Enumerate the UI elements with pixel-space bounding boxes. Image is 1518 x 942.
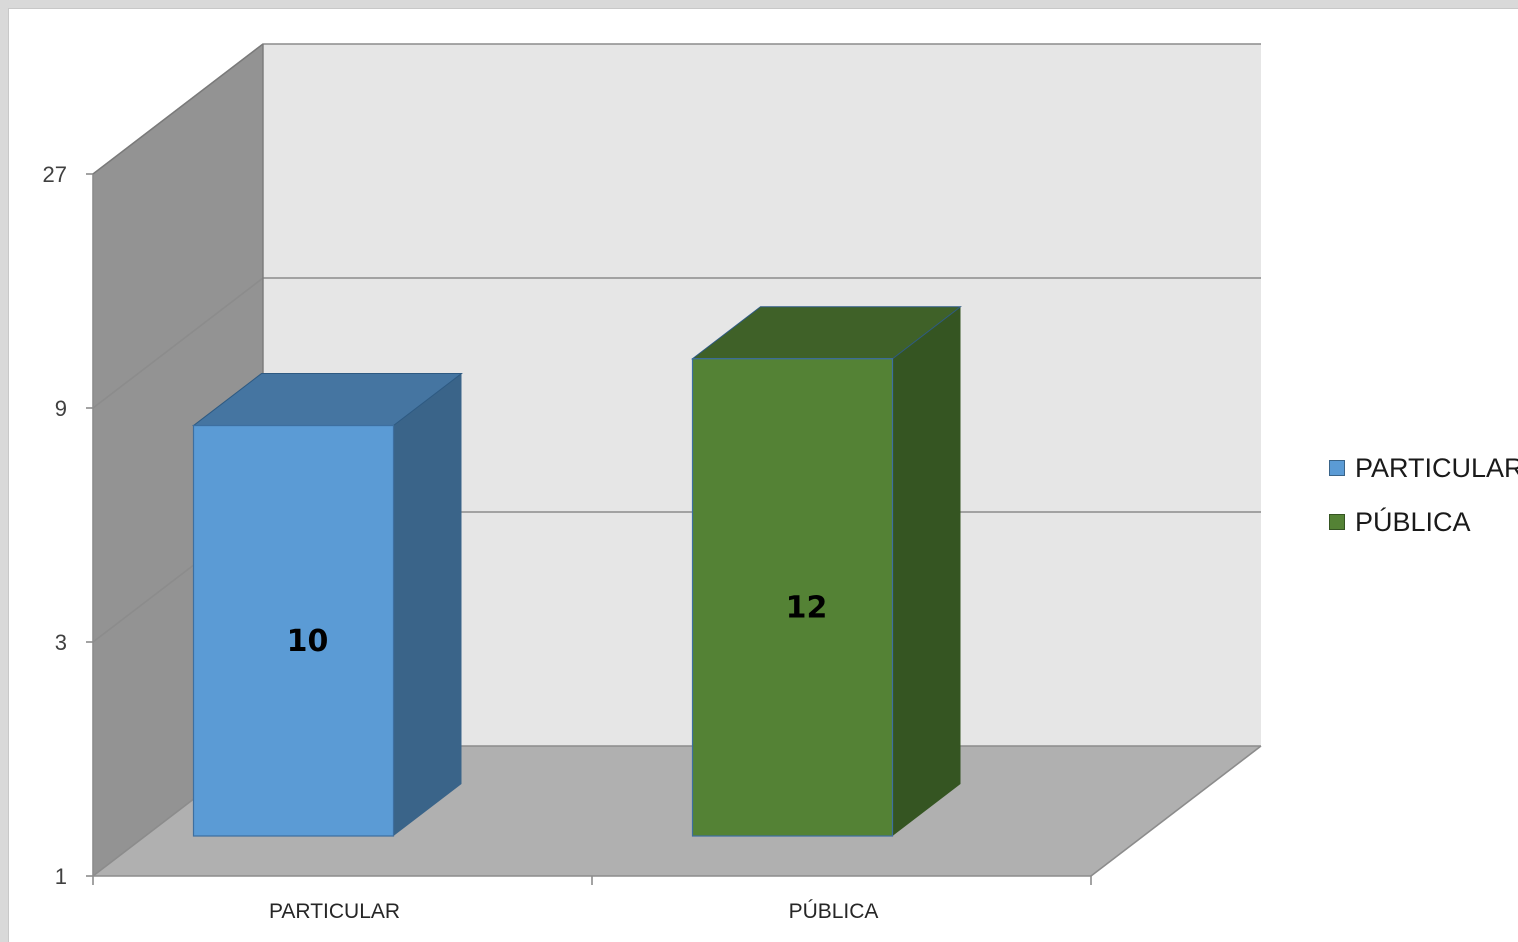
bars: 10 12 (192, 306, 962, 837)
data-label: 12 (786, 590, 828, 625)
bar-side (892, 306, 961, 837)
legend-swatch-publica (1329, 514, 1345, 530)
tick-labels: 1 3 9 27 PARTICULAR PÚBLICA (43, 162, 879, 923)
bar-particular: 10 (192, 373, 463, 837)
legend-item: PÚBLICA (1329, 495, 1518, 549)
floor-edge (1090, 745, 1262, 877)
bar-publica: 12 (691, 306, 962, 837)
legend-item: PARTICULAR (1329, 441, 1518, 495)
legend: PARTICULAR PÚBLICA (1329, 441, 1518, 549)
legend-label: PARTICULAR (1355, 452, 1518, 483)
axes (86, 173, 1262, 885)
legend-swatch-particular (1329, 460, 1345, 476)
bar-side (393, 373, 462, 836)
x-tick-label: PARTICULAR (269, 900, 400, 923)
x-tick-label: PÚBLICA (789, 900, 879, 923)
y-tick-label: 9 (55, 396, 67, 421)
y-tick-label: 1 (55, 864, 67, 889)
wall-edge (92, 43, 264, 175)
bar-front (192, 424, 395, 837)
bar-front (691, 358, 894, 837)
y-tick-label: 27 (43, 162, 67, 187)
y-tick-label: 3 (55, 630, 67, 655)
chart-plot: 10 12 1 3 9 27 PARTICULAR PÚBLICA (43, 43, 1262, 923)
legend-label: PÚBLICA (1355, 506, 1471, 537)
chart-area: 10 12 1 3 9 27 PARTICULAR PÚBLICA PARTICULAR P… (8, 8, 1518, 942)
data-label: 10 (287, 624, 329, 659)
